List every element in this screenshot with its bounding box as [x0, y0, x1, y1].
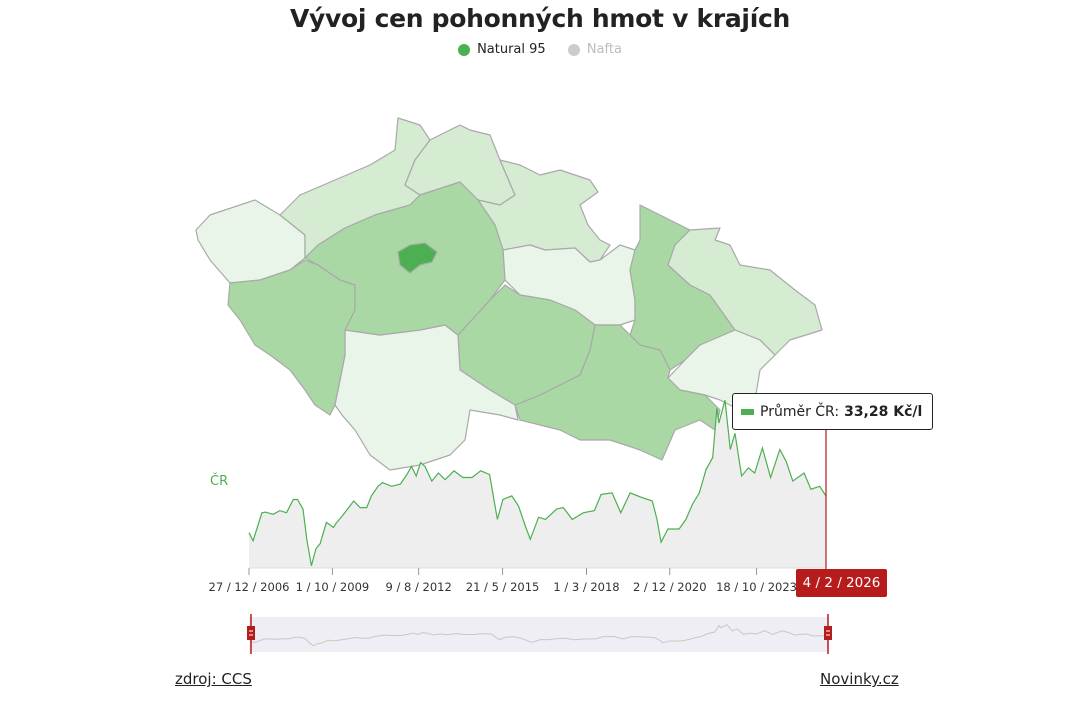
- x-tick-label: 27 / 12 / 2006: [209, 580, 290, 594]
- navigator-handle-left[interactable]: [247, 614, 255, 654]
- legend-dot-icon: [567, 43, 580, 56]
- legend: Natural 95 Nafta: [0, 42, 1080, 60]
- price-line: [248, 400, 827, 566]
- x-tick-label: 1 / 3 / 2018: [553, 580, 619, 594]
- source-link[interactable]: zdroj: CCS: [175, 670, 252, 688]
- legend-label: Nafta: [586, 42, 622, 57]
- x-tick-label: 2 / 12 / 2020: [633, 580, 707, 594]
- navigator-line: [250, 624, 829, 647]
- legend-item-nafta[interactable]: Nafta: [567, 42, 622, 57]
- navigator-handle-right[interactable]: [824, 614, 832, 654]
- brand-link[interactable]: Novinky.cz: [820, 670, 899, 688]
- x-tick-label: 1 / 10 / 2009: [296, 580, 370, 594]
- selected-date-label: 4 / 2 / 2026: [796, 569, 887, 597]
- legend-label: Natural 95: [477, 42, 546, 57]
- tooltip-value: 33,28 Kč/l: [844, 403, 923, 420]
- x-tick-label: 9 / 8 / 2012: [386, 580, 452, 594]
- legend-dot-icon: [458, 43, 471, 56]
- navigator[interactable]: [249, 617, 829, 652]
- series-swatch-icon: [741, 408, 754, 415]
- page-title: Vývoj cen pohonných hmot v krajích: [290, 4, 790, 33]
- legend-item-natural95[interactable]: Natural 95: [458, 42, 546, 57]
- tooltip: Průměr ČR: 33,28 Kč/l: [732, 393, 933, 430]
- region-moravskoslezsky[interactable]: [667, 227, 823, 356]
- x-tick-label: 18 / 10 / 2023: [716, 580, 797, 594]
- series-label: ČR: [210, 474, 229, 489]
- region-karlovarsky[interactable]: [195, 199, 306, 284]
- x-tick-label: 21 / 5 / 2015: [466, 580, 540, 594]
- region-praha[interactable]: [397, 242, 438, 274]
- tooltip-label: Průměr ČR:: [760, 403, 840, 420]
- region-plzensky[interactable]: [227, 259, 356, 416]
